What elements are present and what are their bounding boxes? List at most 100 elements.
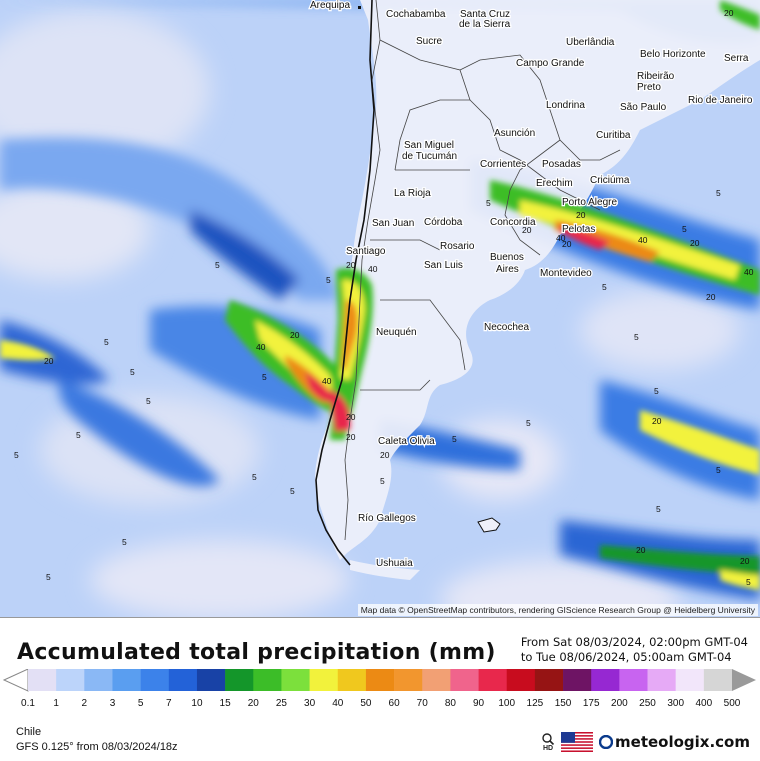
contour-label: 5 xyxy=(146,396,151,406)
contour-label: 5 xyxy=(656,504,661,514)
scale-tick-label: 150 xyxy=(555,698,572,709)
contour-labels: 5 5 5 5 5 5 5 5 5 5 5 5 5 5 5 5 5 5 5 5 … xyxy=(14,8,754,587)
scale-swatch xyxy=(112,669,141,691)
contour-label: 5 xyxy=(486,198,491,208)
period-to: to Tue 08/06/2024, 05:00am GMT-04 xyxy=(520,650,732,664)
map-canvas: Arequipa Cochabamba Santa Cruz de la Sie… xyxy=(0,0,760,617)
city-label: Arequipa xyxy=(310,0,350,11)
city-label: Campo Grande xyxy=(516,58,585,69)
scale-swatch xyxy=(253,669,282,691)
contour-label: 20 xyxy=(562,239,572,249)
city-label: Aires xyxy=(496,264,519,275)
contour-label: 5 xyxy=(716,188,721,198)
city-label: Cochabamba xyxy=(386,9,446,20)
scale-tick-label: 15 xyxy=(220,698,232,709)
contour-label: 5 xyxy=(290,486,295,496)
scale-tick-label: 1 xyxy=(53,698,59,709)
city-label: Serra xyxy=(724,53,749,64)
scale-swatch xyxy=(647,669,676,691)
scale-tick-label: 10 xyxy=(191,698,203,709)
period-from: From Sat 08/03/2024, 02:00pm GMT-04 xyxy=(520,635,748,649)
scale-tick-label: 90 xyxy=(473,698,485,709)
scale-tick-label: 2 xyxy=(82,698,88,709)
city-label: Corrientes xyxy=(480,159,526,170)
scale-tick-label: 500 xyxy=(724,698,741,709)
color-scale: 0.1 1 2 3 5 7 10 15 20 25 30 40 50 60 70 80 90 100 125 150 1… xyxy=(2,669,756,709)
contour-label: 40 xyxy=(256,342,266,352)
scale-tick-label: 3 xyxy=(110,698,116,709)
contour-label: 5 xyxy=(104,337,109,347)
legend-panel: Accumulated total precipitation (mm) Fro… xyxy=(0,617,760,761)
city-label: San Luis xyxy=(424,260,463,271)
us-flag-icon[interactable] xyxy=(561,732,594,752)
city-label: Sucre xyxy=(416,36,443,47)
scale-swatch xyxy=(309,669,339,691)
scale-tick-label: 175 xyxy=(583,698,600,709)
scale-swatch xyxy=(84,669,113,691)
scale-tick-label: 20 xyxy=(248,698,260,709)
city-label: Rio de Janeiro xyxy=(688,95,753,106)
city-label: Asunción xyxy=(494,128,535,139)
city-label: de Tucumán xyxy=(402,151,457,162)
scale-tick-label: 70 xyxy=(417,698,429,709)
city-label: Concordia xyxy=(490,217,536,228)
city-label: Belo Horizonte xyxy=(640,49,706,60)
scale-swatch xyxy=(506,669,536,691)
city-label: Necochea xyxy=(484,322,529,333)
contour-label: 40 xyxy=(638,235,648,245)
contour-label: 20 xyxy=(724,8,734,18)
scale-tick-label: 250 xyxy=(639,698,656,709)
city-label: Londrina xyxy=(546,100,585,111)
city-label: Montevideo xyxy=(540,268,592,279)
scale-tick-label: 25 xyxy=(276,698,288,709)
contour-label: 20 xyxy=(576,210,586,220)
city-label: Pelotas xyxy=(562,224,595,235)
scale-tick-label: 400 xyxy=(695,698,712,709)
contour-label: 20 xyxy=(652,416,662,426)
brand-logo[interactable]: meteologix.com xyxy=(599,733,750,751)
city-label: Criciúma xyxy=(590,175,630,186)
contour-label: 20 xyxy=(706,292,716,302)
scale-tick-label: 40 xyxy=(332,698,344,709)
contour-label: 5 xyxy=(122,537,127,547)
contour-label: 5 xyxy=(452,434,457,444)
contour-label: 20 xyxy=(690,238,700,248)
contour-label: 5 xyxy=(252,472,257,482)
contour-label: 40 xyxy=(368,264,378,274)
city-label: San Juan xyxy=(372,218,414,229)
contour-label: 5 xyxy=(46,572,51,582)
city-label: de la Sierra xyxy=(459,19,511,30)
city-label: La Rioja xyxy=(394,188,431,199)
scale-tick-label: 60 xyxy=(389,698,401,709)
contour-label: 5 xyxy=(746,577,751,587)
scale-swatch xyxy=(591,669,620,691)
chile-coastline xyxy=(315,0,375,566)
contour-label: 5 xyxy=(380,476,385,486)
contour-label: 5 xyxy=(654,386,659,396)
hd-zoom-icon[interactable]: HD xyxy=(541,732,555,752)
contour-label: 20 xyxy=(346,432,356,442)
city-label: Córdoba xyxy=(424,217,463,228)
scale-swatch xyxy=(563,669,592,691)
city-label: Rosario xyxy=(440,241,475,252)
contour-label: 5 xyxy=(634,332,639,342)
map-attribution[interactable]: Map data © OpenStreetMap contributors, r… xyxy=(357,604,758,616)
scale-arrow-high xyxy=(732,669,756,691)
city-label: Neuquén xyxy=(376,327,417,338)
scale-swatch xyxy=(225,669,254,691)
scale-swatch xyxy=(140,669,170,691)
scale-swatch xyxy=(450,669,479,691)
scale-tick-label: 30 xyxy=(304,698,316,709)
city-label: Santa Cruz xyxy=(460,9,510,20)
scale-tick-label: 50 xyxy=(360,698,372,709)
precipitation-map[interactable]: Arequipa Cochabamba Santa Cruz de la Sie… xyxy=(0,0,760,617)
scale-tick-label: 7 xyxy=(166,698,172,709)
hd-label: HD xyxy=(542,744,554,752)
city-label: Ushuaia xyxy=(376,558,413,569)
scale-tick-label: 0.1 xyxy=(21,698,35,709)
contour-label: 20 xyxy=(290,330,300,340)
contour-label: 5 xyxy=(215,260,220,270)
city-label: San Miguel xyxy=(404,140,454,151)
scale-swatch xyxy=(534,669,564,691)
scale-swatch xyxy=(337,669,367,691)
